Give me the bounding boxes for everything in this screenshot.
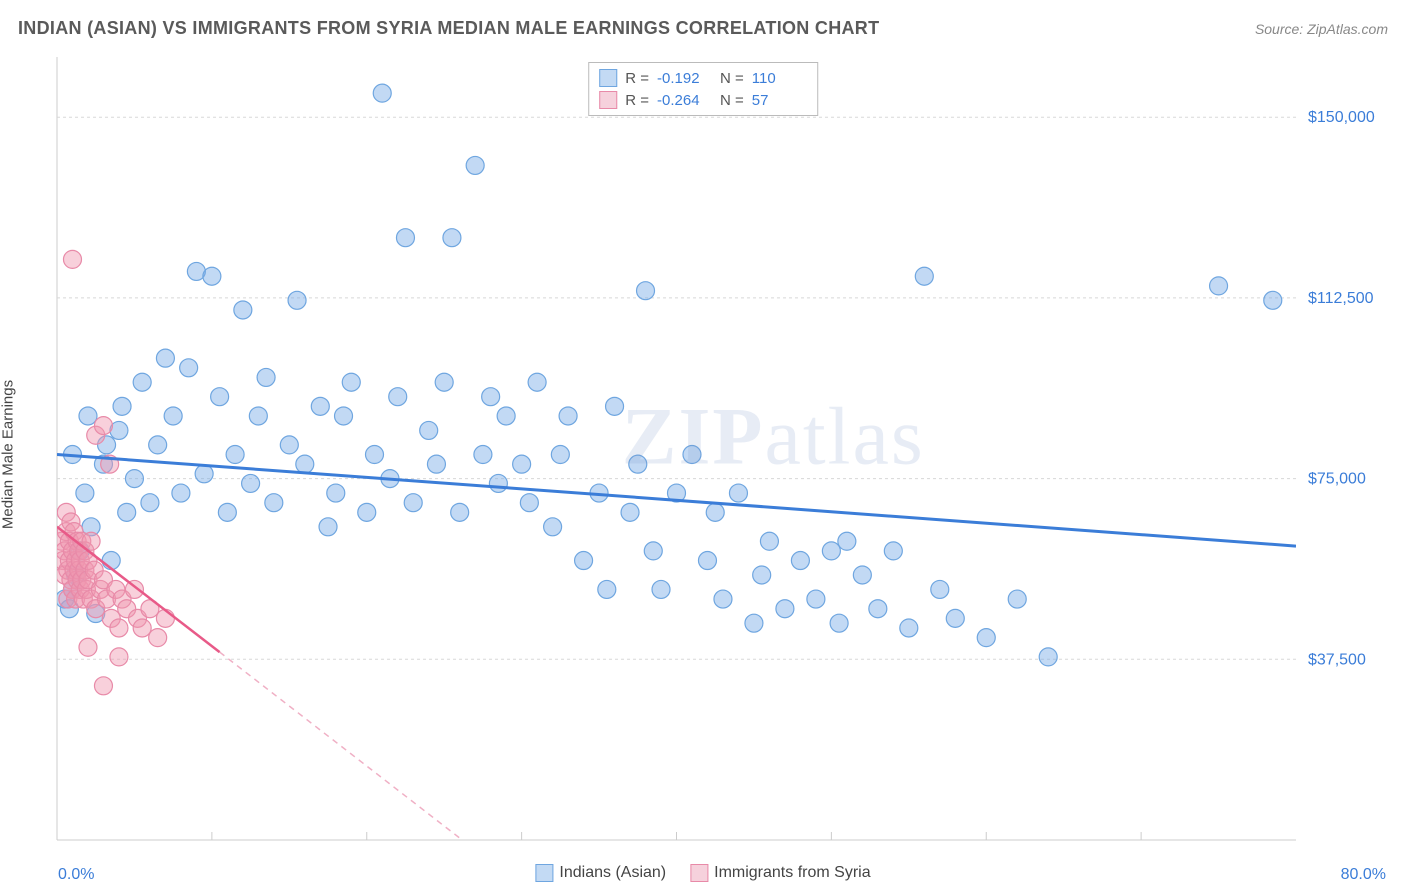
- legend-row-series2: R = -0.264 N = 57: [599, 89, 807, 111]
- legend-row-series1: R = -0.192 N = 110: [599, 67, 807, 89]
- source-attribution: Source: ZipAtlas.com: [1255, 21, 1388, 37]
- svg-text:$37,500: $37,500: [1308, 651, 1366, 668]
- chart-plot-area: $37,500 $75,000 $112,500 $150,000: [55, 55, 1386, 842]
- svg-text:$150,000: $150,000: [1308, 109, 1375, 126]
- legend-item-series2: Immigrants from Syria: [690, 864, 870, 882]
- svg-text:$112,500: $112,500: [1308, 290, 1374, 307]
- x-axis-max-label: 80.0%: [1341, 866, 1386, 884]
- swatch-icon: [599, 91, 617, 109]
- swatch-icon: [599, 69, 617, 87]
- swatch-icon: [690, 864, 708, 882]
- swatch-icon: [535, 864, 553, 882]
- legend-item-series1: Indians (Asian): [535, 864, 666, 882]
- series-legend: Indians (Asian) Immigrants from Syria: [535, 864, 870, 882]
- correlation-legend: R = -0.192 N = 110 R = -0.264 N = 57: [588, 62, 818, 116]
- svg-text:$75,000: $75,000: [1308, 471, 1366, 488]
- x-axis-min-label: 0.0%: [58, 866, 94, 884]
- y-axis-label: Median Male Earnings: [0, 380, 17, 529]
- chart-title: INDIAN (ASIAN) VS IMMIGRANTS FROM SYRIA …: [18, 18, 879, 39]
